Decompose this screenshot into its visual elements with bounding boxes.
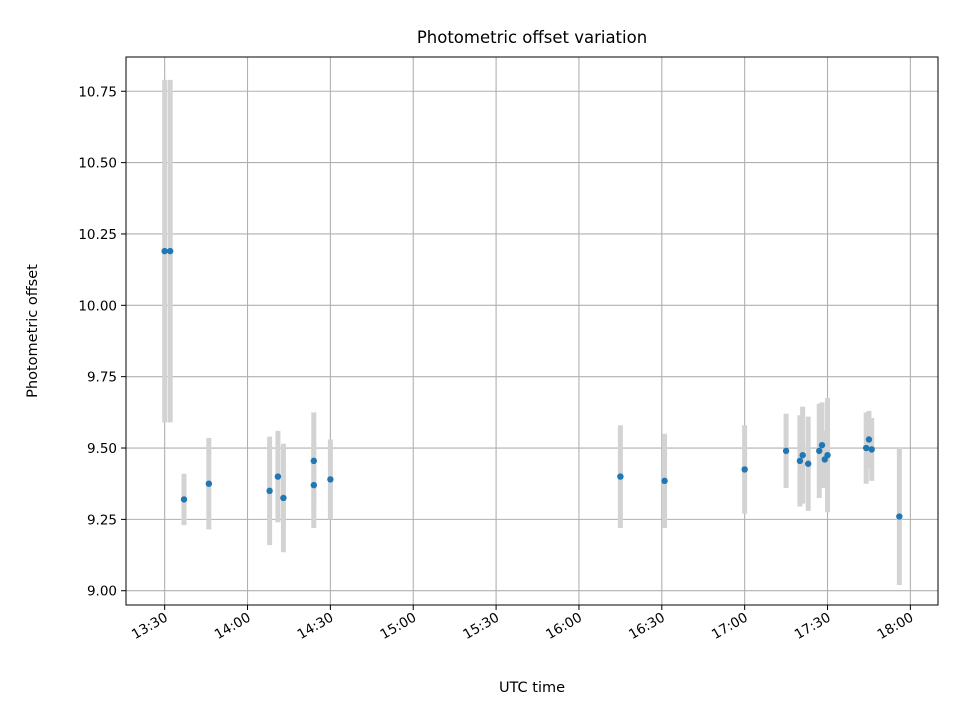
data-point — [804, 460, 812, 467]
data-point — [205, 480, 213, 487]
y-tick-label: 10.00 — [78, 298, 117, 314]
plot-area — [126, 57, 938, 605]
y-tick-label: 9.50 — [87, 441, 117, 457]
y-tick-label: 9.00 — [87, 584, 117, 600]
data-points — [161, 247, 903, 520]
y-tick-label: 10.25 — [78, 227, 117, 243]
data-point — [661, 477, 668, 485]
data-point — [816, 447, 823, 455]
data-point — [266, 487, 273, 495]
y-tick-label: 10.75 — [78, 84, 117, 100]
data-point — [865, 436, 873, 443]
data-point — [818, 441, 826, 449]
data-point — [161, 247, 168, 255]
data-point — [280, 494, 287, 502]
data-point — [310, 481, 318, 489]
data-point — [274, 473, 282, 480]
data-point — [310, 457, 318, 465]
y-axis-label: Photometric offset — [25, 264, 41, 398]
plot-frame — [125, 56, 939, 606]
data-point — [799, 451, 806, 459]
data-point — [741, 466, 748, 473]
data-point — [180, 496, 188, 503]
data-point — [824, 451, 831, 459]
data-point — [617, 473, 624, 480]
y-tick-label: 9.25 — [87, 512, 117, 528]
y-tick-label: 9.75 — [87, 370, 117, 386]
data-point — [868, 446, 875, 453]
y-tick-label: 10.50 — [78, 156, 117, 172]
data-point — [782, 447, 790, 455]
data-point — [166, 247, 174, 255]
chart-title: Photometric offset variation — [417, 28, 647, 47]
data-point — [896, 513, 903, 520]
data-point — [862, 444, 870, 452]
data-point — [796, 457, 804, 465]
data-point — [327, 476, 334, 483]
x-axis-label: UTC time — [499, 680, 565, 696]
